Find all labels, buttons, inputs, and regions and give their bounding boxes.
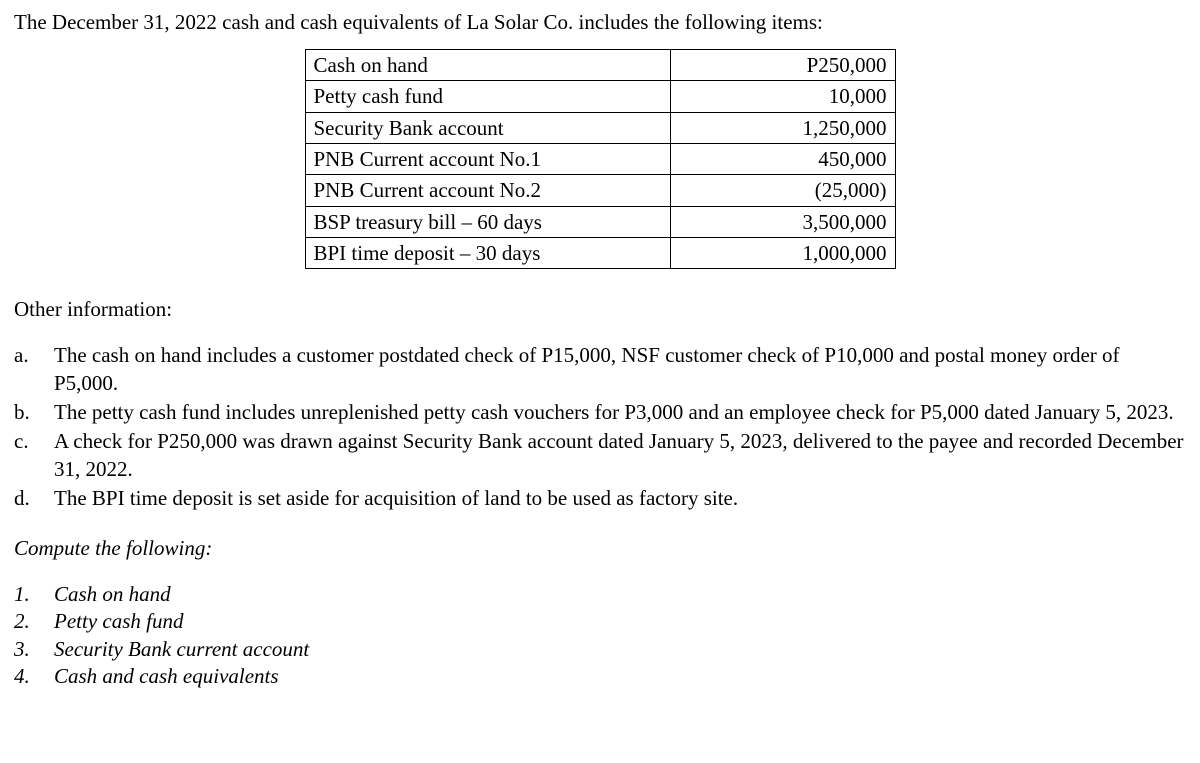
list-text: The cash on hand includes a customer pos… (54, 342, 1186, 397)
cash-item-amount: P250,000 (670, 50, 895, 81)
cash-item-label: PNB Current account No.1 (305, 144, 670, 175)
cash-table-wrap: Cash on hand P250,000 Petty cash fund 10… (14, 49, 1186, 269)
list-marker: c. (14, 428, 54, 455)
list-item: c. A check for P250,000 was drawn agains… (14, 428, 1186, 483)
list-item: b. The petty cash fund includes unreplen… (14, 399, 1186, 426)
cash-item-label: PNB Current account No.2 (305, 175, 670, 206)
list-item: 3. Security Bank current account (14, 636, 1186, 663)
list-text: The BPI time deposit is set aside for ac… (54, 485, 1186, 512)
list-item: 4. Cash and cash equivalents (14, 663, 1186, 690)
cash-item-label: BSP treasury bill – 60 days (305, 206, 670, 237)
cash-item-label: Security Bank account (305, 112, 670, 143)
compute-list: 1. Cash on hand 2. Petty cash fund 3. Se… (14, 581, 1186, 690)
cash-item-label: Petty cash fund (305, 81, 670, 112)
table-row: PNB Current account No.1 450,000 (305, 144, 895, 175)
list-item: 2. Petty cash fund (14, 608, 1186, 635)
list-item: d. The BPI time deposit is set aside for… (14, 485, 1186, 512)
list-marker: 3. (14, 636, 54, 663)
cash-item-amount: 1,250,000 (670, 112, 895, 143)
table-row: PNB Current account No.2 (25,000) (305, 175, 895, 206)
other-info-list: a. The cash on hand includes a customer … (14, 342, 1186, 512)
list-marker: 4. (14, 663, 54, 690)
cash-item-amount: 1,000,000 (670, 238, 895, 269)
list-marker: 1. (14, 581, 54, 608)
list-text: Security Bank current account (54, 636, 1186, 663)
list-text: Petty cash fund (54, 608, 1186, 635)
table-row: Cash on hand P250,000 (305, 50, 895, 81)
cash-item-amount: 3,500,000 (670, 206, 895, 237)
list-marker: d. (14, 485, 54, 512)
cash-item-amount: (25,000) (670, 175, 895, 206)
cash-item-label: Cash on hand (305, 50, 670, 81)
list-text: The petty cash fund includes unreplenish… (54, 399, 1186, 426)
table-row: Security Bank account 1,250,000 (305, 112, 895, 143)
list-text: Cash and cash equivalents (54, 663, 1186, 690)
list-text: Cash on hand (54, 581, 1186, 608)
cash-item-amount: 450,000 (670, 144, 895, 175)
cash-item-amount: 10,000 (670, 81, 895, 112)
list-item: a. The cash on hand includes a customer … (14, 342, 1186, 397)
list-marker: a. (14, 342, 54, 369)
list-marker: b. (14, 399, 54, 426)
list-marker: 2. (14, 608, 54, 635)
list-item: 1. Cash on hand (14, 581, 1186, 608)
cash-item-label: BPI time deposit – 30 days (305, 238, 670, 269)
table-row: BSP treasury bill – 60 days 3,500,000 (305, 206, 895, 237)
table-row: BPI time deposit – 30 days 1,000,000 (305, 238, 895, 269)
table-row: Petty cash fund 10,000 (305, 81, 895, 112)
other-info-heading: Other information: (14, 297, 1186, 322)
list-text: A check for P250,000 was drawn against S… (54, 428, 1186, 483)
cash-table: Cash on hand P250,000 Petty cash fund 10… (305, 49, 896, 269)
compute-heading: Compute the following: (14, 536, 1186, 561)
intro-text: The December 31, 2022 cash and cash equi… (14, 10, 1186, 35)
